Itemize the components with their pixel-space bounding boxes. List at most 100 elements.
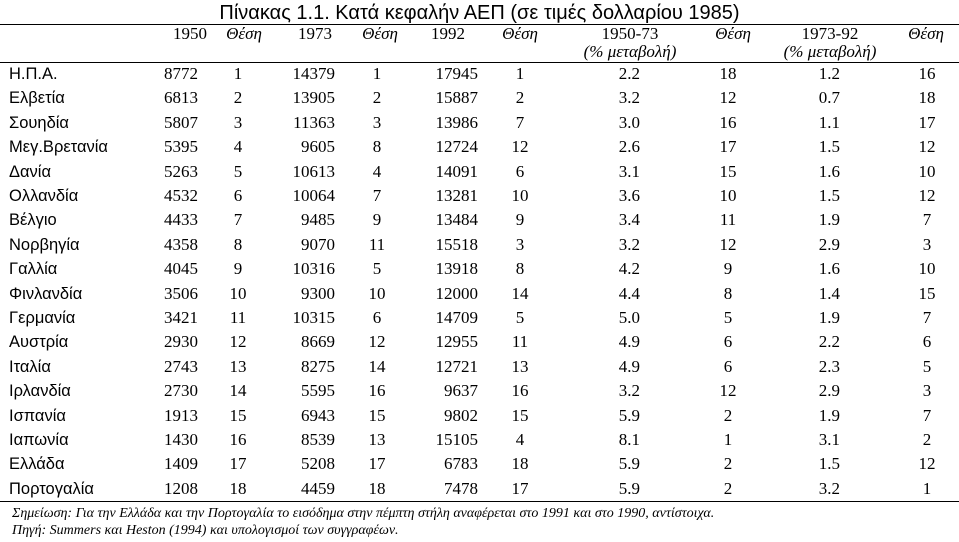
rank-1992-cell: 12 [511,137,529,157]
rank-1950-cell: 8 [233,234,243,254]
gdp-1973-cell: 13905 [292,88,336,108]
rank-1992-cell: 1 [515,64,525,83]
rank-1950-73-cell: 9 [723,259,733,279]
rank-1973-92-cell: 16 [918,64,936,83]
rank-1992-cell: 10 [511,186,529,205]
rank-1992-cell: 16 [511,381,529,401]
header-1950-73-sub: (% μεταβολή) [583,42,677,61]
rank-1950-cell: 14 [229,381,247,401]
country-cell: Βέλγιο [9,211,57,230]
rank-1950-73-cell: 2 [723,405,733,425]
country-cell: Ολλανδία [9,187,79,205]
gdp-1950-cell: 3506 [164,283,198,303]
table-row: Μεγ.Βρετανία 5395 4 9605 8 12724 12 2.6 17 1.5 12 [0,135,959,159]
rank-1992-cell: 5 [515,308,525,327]
gdp-1950-cell: 1409 [164,454,198,474]
rank-1950-cell: 7 [233,210,243,230]
rank-1950-cell: 15 [229,405,247,425]
growth-1950-73-cell: 2.6 [618,137,640,157]
growth-1950-73-cell: 3.6 [618,186,640,205]
growth-1973-92-cell: 0.7 [818,88,840,108]
gdp-1950-cell: 2930 [164,332,198,352]
table-row: Νορβηγία 4358 8 9070 11 15518 3 3.2 12 2.9 3 [0,233,959,257]
table-row: Ολλανδία 4532 6 10064 7 13281 10 3.6 10 1.5 12 [0,184,959,208]
country-cell: Ελλάδα [9,455,65,474]
gdp-1992-cell: 9802 [444,405,478,425]
growth-1950-73-cell: 5.9 [618,454,640,474]
gdp-1973-cell: 9485 [301,210,335,230]
rank-1950-cell: 18 [229,478,247,498]
rank-1973-92-cell: 7 [922,210,932,230]
growth-1950-73-cell: 4.2 [618,259,640,279]
growth-1950-73-cell: 3.4 [618,210,640,230]
country-cell: Ιταλία [9,357,51,376]
table-row: Σουηδία 5807 3 11363 3 13986 7 3.0 16 1.1 17 [0,111,959,135]
growth-1950-73-cell: 3.1 [618,161,640,181]
rank-1950-73-cell: 12 [719,234,737,254]
gdp-1992-cell: 14091 [435,161,479,181]
rank-1950-73-cell: 2 [723,454,733,474]
growth-1973-92-cell: 1.1 [818,112,840,132]
rank-1992-cell: 18 [511,454,529,474]
growth-1950-73-cell: 5.9 [618,478,640,498]
gdp-1992-cell: 13281 [435,186,479,205]
growth-1950-73-cell: 5.9 [618,405,640,425]
gdp-1950-cell: 2743 [164,356,198,376]
rank-1973-92-cell: 2 [922,430,932,449]
growth-1973-92-cell: 1.5 [818,186,840,205]
country-cell: Η.Π.Α. [9,65,58,83]
growth-1973-92-cell: 1.9 [818,308,840,327]
rank-1950-cell: 2 [233,88,243,108]
country-cell: Ελβετία [9,89,65,108]
gdp-1992-cell: 12000 [435,283,479,303]
rank-1973-cell: 5 [372,259,382,279]
growth-1973-92-cell: 2.9 [818,381,840,401]
rank-1973-92-cell: 5 [922,356,932,376]
gdp-1992-cell: 17945 [435,64,479,83]
header-thesi-3: Θέση [502,24,538,43]
growth-1973-92-cell: 1.5 [818,137,840,157]
growth-1950-73-cell: 3.2 [618,234,640,254]
gdp-1950-cell: 4532 [164,186,198,205]
gdp-1973-cell: 10613 [292,161,336,181]
gdp-1992-cell: 13986 [435,112,479,132]
gdp-1992-cell: 12724 [435,137,479,157]
rank-1973-cell: 2 [372,88,382,108]
rank-1973-92-cell: 15 [918,283,936,303]
country-cell: Γερμανία [9,309,76,327]
rank-1950-73-cell: 6 [723,356,733,376]
gdp-1973-cell: 5208 [301,454,335,474]
gdp-1973-cell: 10316 [292,259,336,279]
country-cell: Δανία [9,162,52,181]
growth-1973-92-cell: 2.3 [818,356,840,376]
rank-1973-cell: 11 [368,234,386,254]
gdp-1950-cell: 5395 [164,137,198,157]
rank-1973-92-cell: 18 [918,88,936,108]
gdp-1973-cell: 10315 [292,308,336,327]
table-row: Γαλλία 4045 9 10316 5 13918 8 4.2 9 1.6 10 [0,257,959,281]
rank-1950-cell: 12 [229,332,247,352]
rank-1950-cell: 4 [233,137,243,157]
gdp-1973-cell: 4459 [301,478,335,498]
country-cell: Ιρλανδία [9,382,71,401]
country-cell: Σουηδία [9,113,69,132]
rank-1973-cell: 8 [372,137,382,157]
rank-1950-cell: 10 [229,283,247,303]
growth-1973-92-cell: 1.6 [818,259,840,279]
table-row: Ιαπωνία 1430 16 8539 13 15105 4 8.1 1 3.1 2 [0,428,959,452]
gdp-1950-cell: 1913 [164,405,198,425]
rank-1950-cell: 3 [233,112,243,132]
rank-1992-cell: 6 [515,161,525,181]
rank-1973-92-cell: 3 [922,381,932,401]
growth-1973-92-cell: 3.2 [818,478,840,498]
gdp-1950-cell: 2730 [164,381,198,401]
table-row: Γερμανία 3421 11 10315 6 14709 5 5.0 5 1.9 7 [0,306,959,330]
header-1950-73: 1950-73 [601,24,659,43]
table-row: Ιταλία 2743 13 8275 14 12721 13 4.9 6 2.3 5 [0,355,959,379]
gdp-1950-cell: 8772 [164,64,198,83]
growth-1950-73-cell: 3.2 [618,381,640,401]
header-1950: 1950 [173,24,207,43]
gdp-1973-cell: 8669 [301,332,335,352]
header-thesi-2: Θέση [362,24,398,43]
